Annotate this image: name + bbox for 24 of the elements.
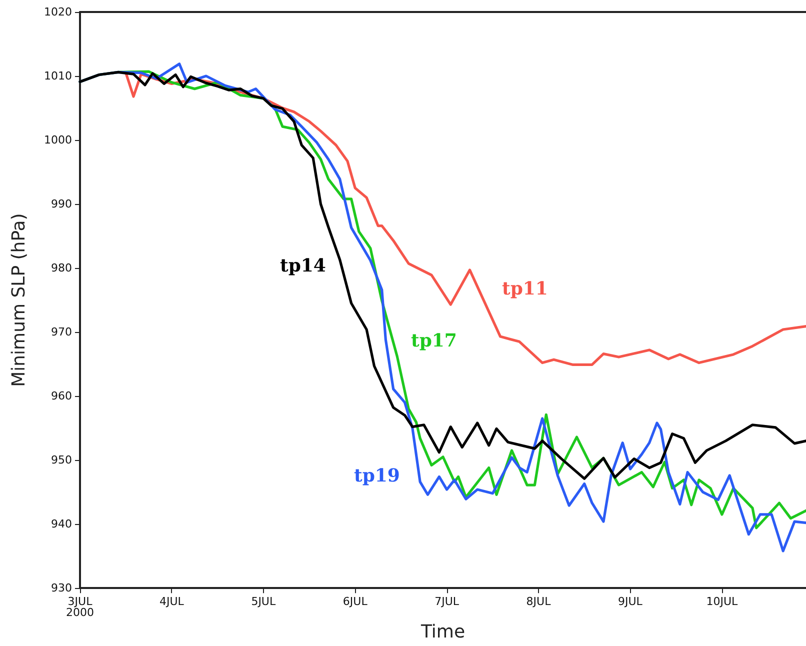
y-tick-label: 1000	[44, 134, 72, 147]
y-tick-label: 970	[51, 326, 72, 339]
y-tick-label: 1010	[44, 70, 72, 83]
y-tick-label: 930	[51, 582, 72, 595]
x-tick-label: 6JUL	[342, 595, 368, 608]
y-tick-label: 940	[51, 518, 72, 531]
x-tick-label: 4JUL	[159, 595, 185, 608]
x-tick-label: 5JUL	[251, 595, 276, 608]
x-axis-title: Time	[420, 622, 466, 642]
series-label: tp17	[411, 330, 457, 352]
x-tick-label: 10JUL	[706, 595, 739, 608]
y-tick-label: 990	[51, 198, 72, 211]
series-label: tp11	[502, 278, 548, 300]
x-tick-label: 8JUL	[526, 595, 552, 608]
y-tick-label: 1020	[44, 6, 72, 18]
y-tick-label: 960	[51, 390, 72, 403]
x-tick-label: 7JUL	[434, 595, 460, 608]
series-label: tp14	[280, 256, 326, 276]
x-tick-label: 3JUL 2000	[66, 595, 94, 620]
y-axis-title: Minimum SLP (hPa)	[8, 213, 30, 387]
y-tick-label: 950	[51, 454, 72, 467]
x-tick-label: 9JUL	[618, 595, 644, 608]
series-label: tp19	[354, 466, 400, 486]
y-tick-label: 980	[51, 262, 72, 275]
